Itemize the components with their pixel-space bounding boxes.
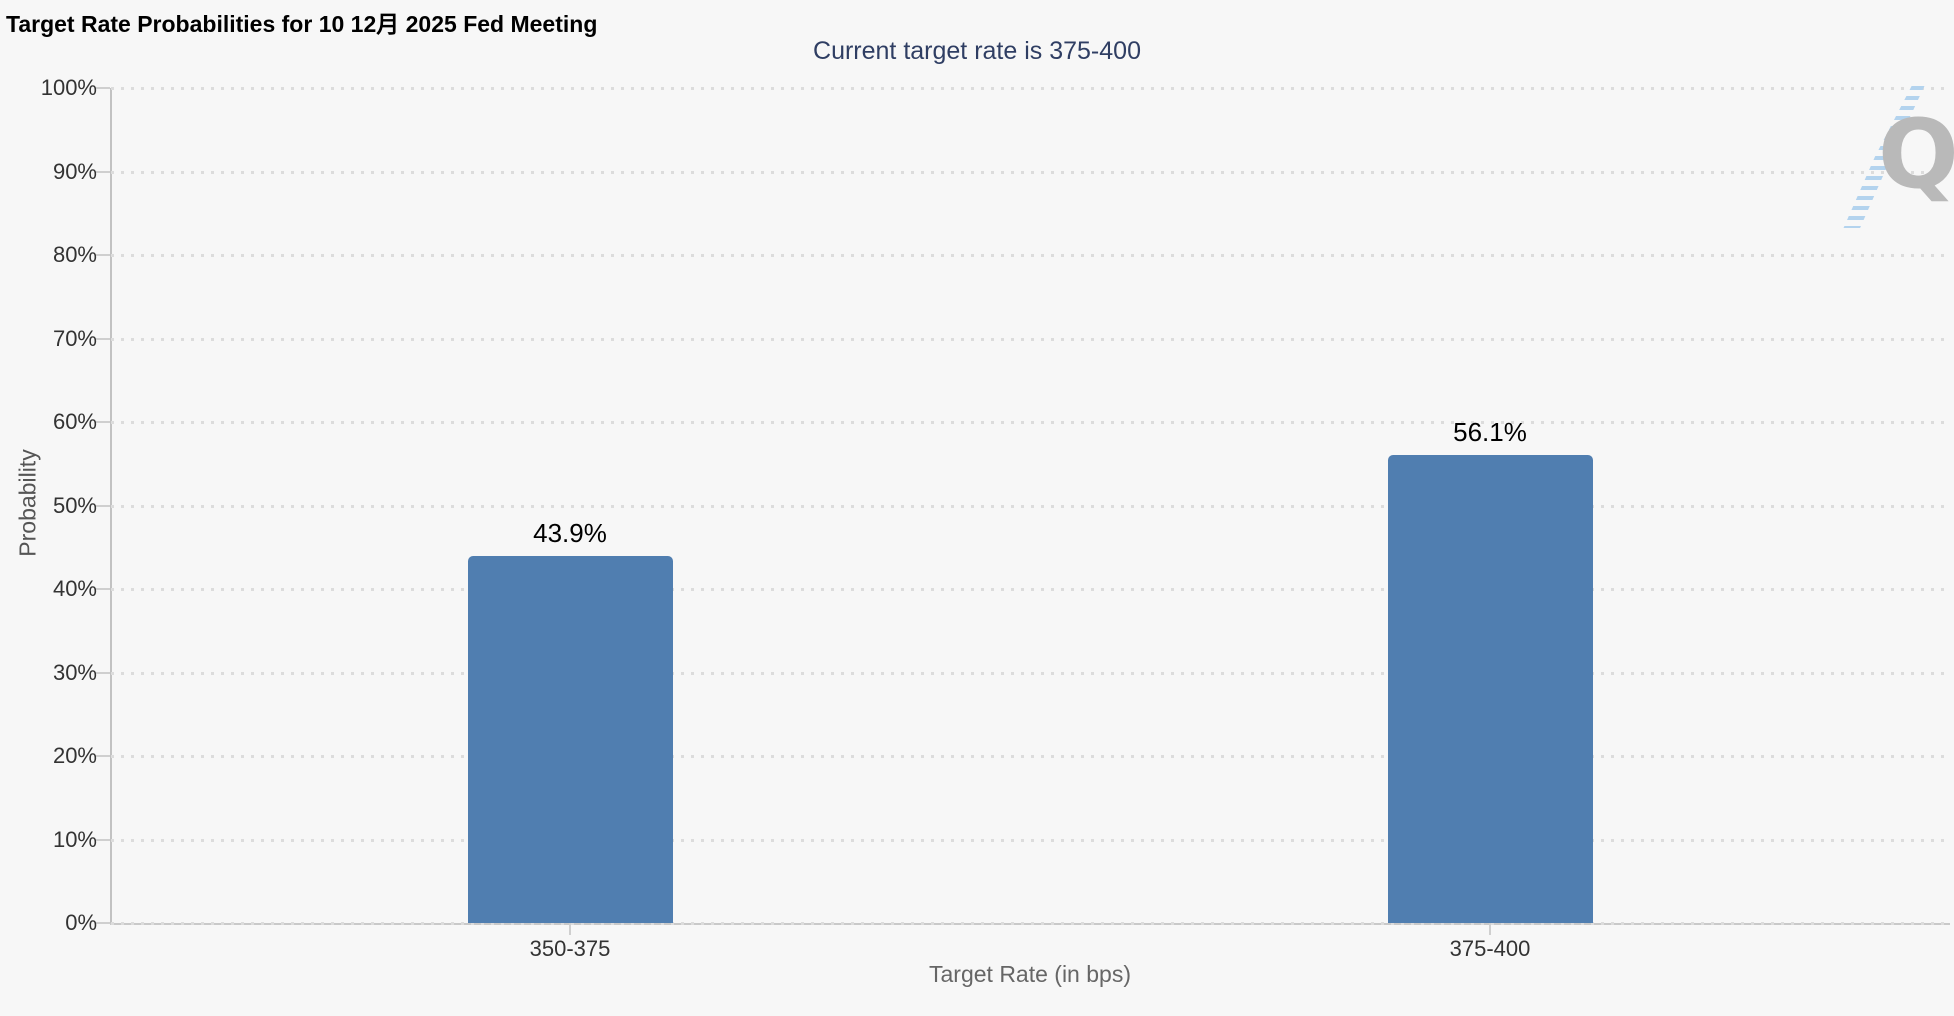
watermark-q-letter: Q bbox=[1878, 100, 1954, 210]
y-tick bbox=[95, 337, 110, 340]
y-tick bbox=[95, 170, 110, 173]
bar-value-label: 43.9% bbox=[533, 518, 607, 549]
y-tick-label: 80% bbox=[52, 242, 97, 267]
bar[interactable] bbox=[467, 556, 673, 923]
y-tick bbox=[95, 87, 110, 89]
y-tick-label: 100% bbox=[40, 75, 97, 100]
bar-value-label: 56.1% bbox=[1453, 416, 1527, 447]
y-tick-label: 90% bbox=[52, 158, 97, 184]
y-tick-label: 40% bbox=[52, 576, 97, 601]
x-tick-label: 375-400 bbox=[1449, 936, 1531, 961]
x-tick-label: 350-375 bbox=[529, 936, 611, 961]
gridline bbox=[111, 922, 1950, 925]
gridline bbox=[111, 87, 1950, 90]
y-tick-label: 10% bbox=[52, 826, 97, 852]
y-tick bbox=[95, 588, 110, 590]
gridline bbox=[111, 337, 1950, 341]
y-tick-label: 70% bbox=[52, 325, 97, 351]
gridline bbox=[111, 755, 1950, 758]
y-tick-label: 0% bbox=[65, 910, 97, 935]
gridline bbox=[111, 504, 1950, 508]
y-tick bbox=[95, 838, 110, 841]
y-tick-label: 20% bbox=[52, 743, 97, 768]
y-tick-label: 60% bbox=[52, 409, 97, 434]
gridline bbox=[111, 421, 1950, 424]
y-tick bbox=[95, 755, 110, 757]
x-axis-title: Target Rate (in bps) bbox=[929, 961, 1131, 987]
gridline bbox=[111, 838, 1950, 842]
watermark-logo: Q bbox=[1830, 80, 1954, 240]
x-tick bbox=[1489, 923, 1491, 935]
chart-title: Target Rate Probabilities for 10 12月 202… bbox=[6, 11, 598, 37]
x-tick bbox=[569, 923, 571, 935]
gridline bbox=[111, 170, 1950, 174]
y-tick-label: 50% bbox=[52, 492, 97, 518]
gridline bbox=[111, 588, 1950, 591]
y-tick bbox=[95, 922, 110, 924]
gridline bbox=[111, 671, 1950, 675]
y-tick-label: 30% bbox=[52, 659, 97, 685]
gridline bbox=[111, 254, 1950, 257]
y-tick bbox=[95, 254, 110, 256]
chart-subtitle: Current target rate is 375-400 bbox=[813, 37, 1141, 65]
bar[interactable] bbox=[1387, 454, 1593, 923]
y-tick bbox=[95, 671, 110, 674]
y-tick bbox=[95, 421, 110, 423]
y-tick bbox=[95, 504, 110, 507]
